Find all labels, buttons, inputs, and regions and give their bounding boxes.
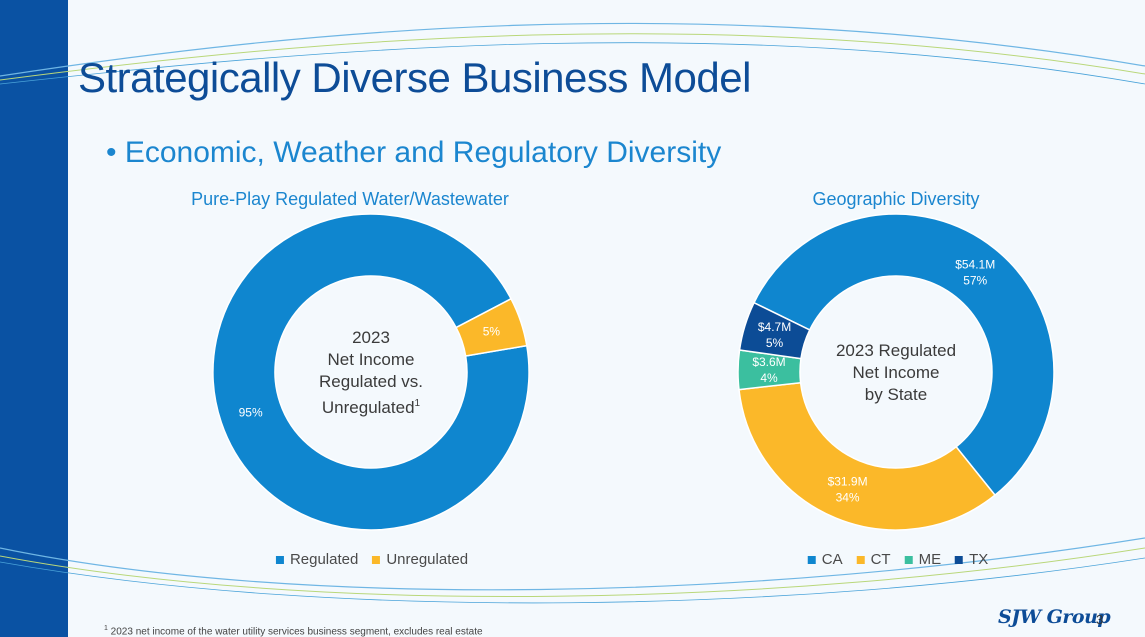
- slice-label-me: $3.6M 4%: [752, 355, 785, 385]
- donut-slice-ca: [752, 213, 1055, 497]
- right-center-line: 2023 Regulated: [835, 341, 957, 360]
- left-chart-center-label: 2023 Net Income Regulated vs. Unregulate…: [319, 327, 423, 419]
- right-chart-center-label: 2023 Regulated Net Income by State: [836, 340, 956, 406]
- legend-label: CT: [870, 551, 891, 568]
- legend-item-ct: CT: [856, 551, 891, 568]
- legend-label: CA: [821, 551, 843, 568]
- donut-slice-ct: [738, 381, 997, 531]
- donut-slice-tx: [738, 301, 811, 360]
- slice-label-unregulated: 5%: [483, 324, 501, 338]
- legend-swatch: [904, 555, 913, 564]
- legend-swatch: [856, 555, 865, 564]
- sjw-group-logo: SJW Group: [998, 606, 1111, 628]
- left-center-line-last: Unregulated1: [319, 393, 423, 419]
- side-accent-bar: [0, 0, 68, 637]
- left-chart-title: Pure-Play Regulated Water/Wastewater: [191, 189, 509, 209]
- left-chart-legend: Regulated Unregulated: [275, 551, 468, 568]
- right-center-line: by State: [864, 385, 928, 404]
- slice-label-tx: $4.7M 5%: [758, 320, 791, 350]
- left-center-last-text: Unregulated: [321, 397, 415, 417]
- legend-label: Unregulated: [386, 551, 469, 568]
- legend-swatch: [372, 555, 381, 564]
- left-center-line: Net Income: [327, 350, 415, 370]
- legend-item-regulated: Regulated: [275, 551, 359, 568]
- legend-item-ca: CA: [807, 551, 843, 568]
- legend-swatch: [275, 555, 284, 564]
- legend-item-tx: TX: [955, 551, 988, 568]
- legend-label: TX: [969, 551, 989, 568]
- right-chart-legend: CA CT ME TX: [807, 551, 988, 568]
- footnote-text: 2023 net income of the water utility ser…: [107, 626, 483, 637]
- legend-swatch: [955, 555, 964, 564]
- footnote-marker: 1: [414, 398, 421, 410]
- page-number: 3: [1096, 612, 1104, 627]
- legend-item-me: ME: [904, 551, 942, 568]
- donut-slice-unregulated: [455, 297, 528, 357]
- footnote-marker: 1: [104, 625, 108, 632]
- legend-label: Regulated: [289, 551, 359, 568]
- donut-slice-regulated: [212, 213, 530, 531]
- slide-title: Strategically Diverse Business Model: [78, 54, 751, 101]
- slice-label-ct: $31.9M 34%: [828, 474, 868, 504]
- legend-item-unregulated: Unregulated: [372, 551, 468, 568]
- left-center-line: Regulated vs.: [319, 372, 423, 392]
- legend-swatch: [807, 555, 816, 564]
- right-chart-title: Geographic Diversity: [812, 189, 980, 209]
- right-center-line: Net Income: [852, 363, 940, 382]
- slice-label-regulated: 95%: [239, 406, 263, 420]
- footnote: 1 2023 net income of the water utility s…: [104, 625, 483, 637]
- left-center-line: 2023: [352, 328, 390, 348]
- bullet-point: • Economic, Weather and Regulatory Diver…: [106, 136, 722, 169]
- legend-label: ME: [918, 551, 942, 568]
- slice-label-ca: $54.1M 57%: [955, 258, 995, 288]
